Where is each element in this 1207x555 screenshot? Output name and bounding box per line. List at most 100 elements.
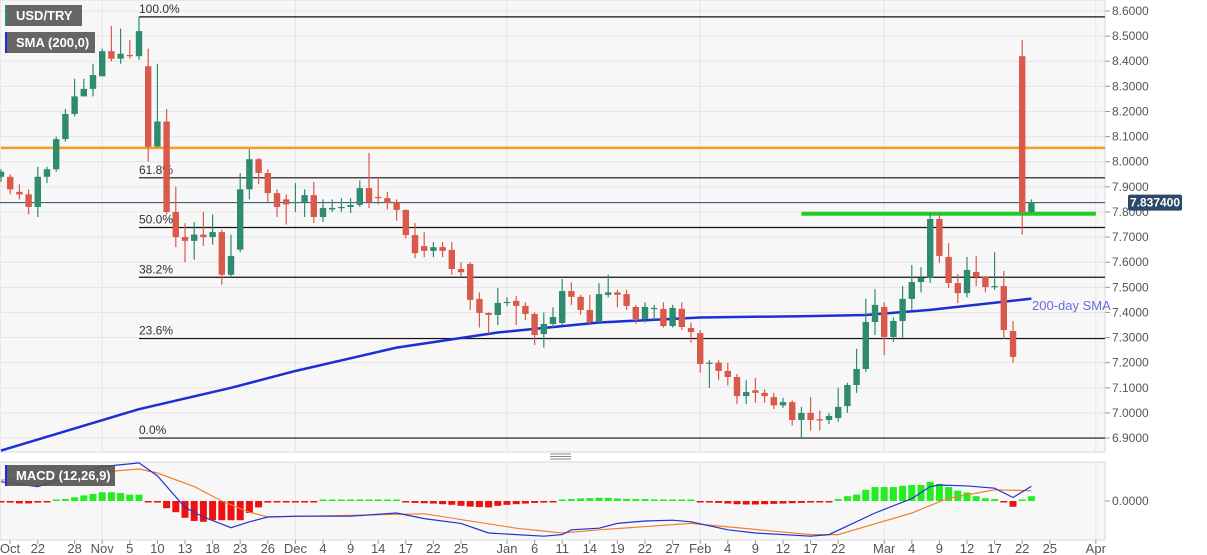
x-tick-label: 19 xyxy=(610,541,624,555)
candle-body xyxy=(485,312,492,315)
candle-body xyxy=(991,286,998,288)
macd-histogram-bar xyxy=(540,501,548,503)
candle-body xyxy=(779,402,787,406)
macd-histogram-bar xyxy=(25,501,33,504)
candle xyxy=(954,274,961,304)
candle xyxy=(62,108,69,142)
candle xyxy=(283,194,290,225)
candle xyxy=(936,212,943,263)
candle xyxy=(126,39,133,59)
macd-histogram-bar xyxy=(393,499,401,501)
y-tick-label: 7.3000 xyxy=(1112,331,1149,345)
x-tick-label: 6 xyxy=(531,541,538,555)
candle-body xyxy=(789,402,796,420)
candle-body xyxy=(292,201,299,204)
macd-histogram-bar xyxy=(926,481,934,501)
symbol-label: USD/TRY xyxy=(16,8,73,23)
candle-body xyxy=(605,292,612,295)
candle-body xyxy=(531,313,538,336)
candle-body xyxy=(310,195,317,217)
legend-symbol[interactable]: USD/TRY xyxy=(5,5,82,26)
candle xyxy=(421,232,428,258)
candle-body xyxy=(494,302,501,315)
candle xyxy=(733,373,741,405)
macd-histogram-bar xyxy=(383,499,391,501)
candle-body xyxy=(43,169,51,177)
macd-histogram-bar xyxy=(963,492,971,501)
candle-body xyxy=(715,362,722,371)
candle-body xyxy=(227,255,235,275)
macd-histogram-bar xyxy=(659,499,667,501)
candle xyxy=(494,288,501,325)
last-price-value: 7.837400 xyxy=(1130,196,1180,210)
candle xyxy=(375,176,382,205)
macd-line xyxy=(0,462,1032,537)
candle xyxy=(522,302,529,320)
candle xyxy=(503,297,511,307)
macd-histogram-bar xyxy=(954,490,962,501)
macd-histogram-bar xyxy=(770,501,778,504)
y-tick-label: 8.0000 xyxy=(1112,155,1149,169)
macd-histogram-bar xyxy=(439,501,447,505)
candle xyxy=(80,78,87,97)
candle-body xyxy=(577,296,584,310)
macd-histogram-bar xyxy=(862,489,870,501)
candle-body xyxy=(559,291,566,323)
macd-histogram-bar xyxy=(494,501,502,506)
candle xyxy=(595,283,603,323)
candle-body xyxy=(899,298,906,321)
candle xyxy=(632,304,639,324)
macd-histogram-bar xyxy=(374,499,382,501)
macd-histogram-bar xyxy=(613,498,621,501)
y-tick-label: 8.4000 xyxy=(1112,54,1149,68)
candle-body xyxy=(816,419,823,421)
x-tick-label: 22 xyxy=(831,541,845,555)
candle-body xyxy=(255,159,262,174)
legend-sma[interactable]: SMA (200,0) xyxy=(5,32,95,53)
candle-body xyxy=(503,301,511,304)
legend-macd[interactable]: MACD (12,26,9) xyxy=(5,465,115,486)
macd-histogram-bar xyxy=(788,501,796,504)
panel-resize-handle[interactable] xyxy=(550,453,571,460)
candle-body xyxy=(945,256,952,284)
macd-histogram-bar xyxy=(1000,501,1008,503)
candle-body xyxy=(356,188,363,205)
x-tick-label: Oct xyxy=(0,541,20,555)
x-tick-label: 23 xyxy=(233,541,247,555)
x-tick-label: Apr xyxy=(1086,541,1107,555)
macd-histogram-bar xyxy=(880,487,888,501)
candle-body xyxy=(99,51,106,77)
macd-histogram-bar xyxy=(199,501,207,522)
candle-body xyxy=(687,328,695,333)
candle xyxy=(338,198,345,212)
candle xyxy=(927,212,934,284)
candle xyxy=(678,302,685,331)
candle-body xyxy=(89,75,97,89)
macd-histogram-bar xyxy=(705,501,713,503)
candle xyxy=(89,63,97,97)
candle-body xyxy=(264,173,271,194)
candle-body xyxy=(71,96,78,114)
candle xyxy=(862,298,869,372)
y-tick-label: 8.2000 xyxy=(1112,104,1149,118)
candle-body xyxy=(135,31,143,57)
fibonacci-level-label: 100.0% xyxy=(139,2,180,16)
candle xyxy=(411,223,419,259)
candle xyxy=(908,264,915,310)
candle-body xyxy=(706,362,713,364)
candle xyxy=(623,289,630,310)
candle-body xyxy=(411,235,419,254)
candle xyxy=(559,279,566,325)
candle xyxy=(1009,320,1017,363)
candle-body xyxy=(16,191,23,195)
macd-histogram-bar xyxy=(209,501,217,521)
candle xyxy=(273,189,281,217)
macd-histogram-bar xyxy=(347,499,355,501)
x-tick-label: 28 xyxy=(67,541,81,555)
candle-body xyxy=(154,121,161,147)
candle xyxy=(761,389,768,403)
candle xyxy=(513,295,520,325)
macd-histogram-bar xyxy=(291,501,299,503)
candle xyxy=(476,292,483,328)
